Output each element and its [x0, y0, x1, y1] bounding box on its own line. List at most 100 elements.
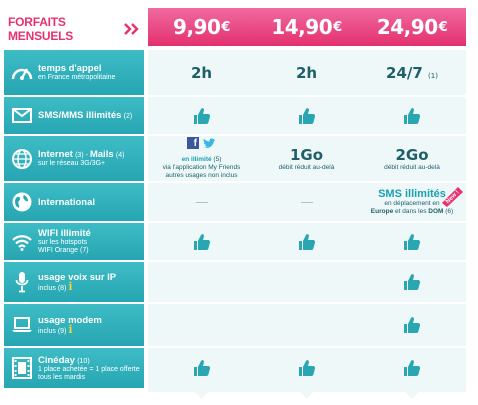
cell: [358, 97, 466, 134]
row-modem: usage modem inclus (9) i: [0, 304, 478, 346]
row-subtitle: 1 place achetée = 1 place offerte: [38, 365, 140, 373]
footnote: (4): [115, 152, 125, 159]
thumbs-up-icon: [297, 107, 317, 125]
cell-strong: en illimité: [181, 156, 212, 163]
cell-line: en déplacement en: [384, 200, 440, 207]
globe-icon: [10, 147, 34, 171]
call-time-value: 24/7: [386, 63, 423, 82]
footnote: (3) -: [75, 152, 90, 159]
divider: [4, 302, 466, 304]
row-subtitle: inclus (9): [38, 327, 67, 335]
cell: [253, 304, 360, 346]
cell: [253, 262, 360, 302]
row-title: temps d'appel: [38, 63, 102, 74]
cell: [148, 348, 255, 388]
cell-line: débit réduit au-delà: [384, 163, 440, 171]
thumbs-up-icon: [402, 107, 422, 125]
price-currency: €: [438, 19, 448, 35]
row-call-time: temps d'appel en France métropolitaine 2…: [0, 50, 478, 95]
row-subtitle: WIFI Orange: [38, 247, 79, 254]
column-bottom-arrow: [148, 388, 255, 402]
cell-line: et dans les: [393, 208, 429, 215]
call-time-value: 2h: [190, 63, 213, 82]
cell: 1Go débit réduit au-delà: [253, 136, 360, 181]
thumbs-up-icon: [402, 316, 422, 334]
thumbs-up-icon: [402, 273, 422, 291]
row-subtitle: sur le réseau 3G/3G+: [38, 160, 106, 167]
facebook-icon: f: [187, 137, 199, 149]
row-label: usage voix sur IP inclus (8) i: [4, 262, 144, 302]
plan-price-1[interactable]: 9,90 €: [148, 8, 255, 46]
not-included-dash: [195, 201, 208, 203]
row-subtitle: inclus (8): [38, 284, 67, 292]
cell: [148, 223, 255, 260]
row-label: WIFI illimité sur les hotspots WIFI Oran…: [4, 223, 144, 260]
row-wifi: WIFI illimité sur les hotspots WIFI Oran…: [0, 223, 478, 260]
row-title-mails: Mails: [89, 149, 114, 160]
price-currency: €: [333, 19, 342, 35]
new-badge: New !: [440, 185, 464, 212]
thumbs-up-icon: [297, 359, 317, 377]
row-title: Internet: [38, 149, 73, 160]
data-allowance: 1Go: [289, 145, 324, 164]
row-label: International: [4, 183, 144, 221]
row-subtitle: en France métropolitaine: [38, 74, 116, 81]
cell: [148, 304, 255, 346]
price-currency: €: [221, 19, 230, 35]
thumbs-up-icon: [402, 359, 422, 377]
plan-price-3[interactable]: 24,90 €: [358, 8, 466, 46]
footnote: (10): [77, 357, 90, 365]
thumbs-up-icon: [192, 359, 212, 377]
row-subtitle: tous les mardis: [38, 373, 86, 381]
row-label: Cinéday (10) 1 place achetée = 1 place o…: [4, 348, 144, 388]
cell: [148, 183, 255, 221]
row-sms: SMS/MMS illimités (2): [0, 97, 478, 134]
column-bottom-arrow: [253, 388, 360, 402]
divider: [4, 181, 466, 183]
wifi-icon: [10, 230, 34, 254]
row-title: SMS/MMS illimités: [38, 110, 122, 121]
plan-price-2[interactable]: 14,90 €: [253, 8, 360, 46]
row-cineday: Cinéday (10) 1 place achetée = 1 place o…: [0, 348, 478, 388]
cell: [253, 223, 360, 260]
row-voip: usage voix sur IP inclus (8) i: [0, 262, 478, 302]
row-title: WIFI illimité: [38, 228, 91, 239]
cell: [358, 223, 466, 260]
cell: 24/7 (1): [358, 50, 466, 95]
row-title: usage modem: [38, 314, 102, 326]
header-label: FORFAITS MENSUELS: [8, 15, 140, 43]
column-bottom-arrow: [358, 388, 466, 402]
cell-strong: DOM: [428, 208, 444, 215]
call-time-value: 2h: [295, 63, 318, 82]
film-icon: [10, 356, 34, 380]
cell: [253, 97, 360, 134]
cell: SMS illimités en déplacement en Europe e…: [358, 183, 466, 221]
cell: 2h: [148, 50, 255, 95]
thumbs-up-icon: [192, 107, 212, 125]
cell: [148, 97, 255, 134]
thumbs-up-icon: [192, 233, 212, 251]
cell-line: via l'application My Friends: [162, 164, 241, 171]
price-value: 24,90: [376, 15, 438, 39]
footnote: (1): [428, 71, 438, 80]
header-title: FORFAITS MENSUELS: [8, 15, 74, 43]
badge-text: New !: [445, 190, 461, 206]
info-icon[interactable]: i: [68, 279, 73, 293]
cell: [358, 262, 466, 302]
row-title: usage voix sur IP: [38, 271, 117, 283]
row-internet: Internet (3) - Mails (4) sur le réseau 3…: [0, 136, 478, 181]
cell-strong: Europe: [370, 208, 394, 215]
price-value: 14,90: [271, 15, 333, 39]
cell: [253, 348, 360, 388]
row-label: temps d'appel en France métropolitaine: [4, 50, 144, 95]
row-label: usage modem inclus (9) i: [4, 304, 144, 346]
info-icon[interactable]: i: [68, 322, 73, 336]
speedometer-icon: [10, 61, 34, 85]
laptop-icon: [10, 313, 34, 337]
earth-icon: [10, 190, 34, 214]
row-subtitle: sur les hotspots: [38, 239, 88, 246]
divider: [4, 346, 466, 348]
row-label: Internet (3) - Mails (4) sur le réseau 3…: [4, 136, 144, 181]
divider: [4, 260, 466, 262]
cell: 2h: [253, 50, 360, 95]
